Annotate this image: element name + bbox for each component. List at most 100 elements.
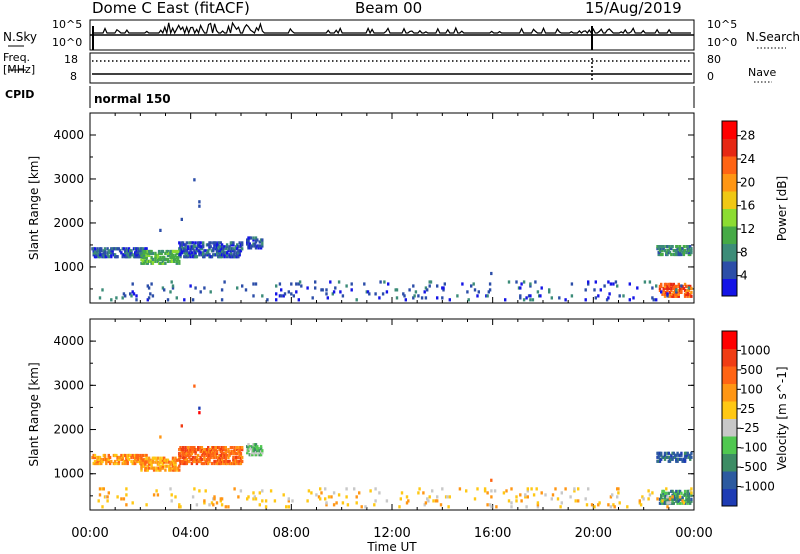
- data-cell: [227, 448, 230, 452]
- data-cell: [137, 255, 141, 259]
- data-cell: [140, 261, 143, 265]
- data-cell: [180, 247, 183, 251]
- data-cell: [181, 446, 185, 450]
- data-cell: [161, 286, 165, 290]
- data-cell: [273, 499, 277, 503]
- data-cell: [200, 247, 204, 251]
- data-cell: [173, 460, 176, 464]
- data-cell: [341, 294, 345, 298]
- data-cell: [115, 255, 118, 259]
- data-cell: [239, 448, 243, 452]
- data-cell: [219, 453, 222, 458]
- data-cell: [682, 245, 686, 249]
- data-cell: [151, 458, 155, 462]
- data-cell: [332, 491, 336, 495]
- freq-left-tick-low: 8: [70, 70, 77, 83]
- noise-left-tick-high: 10^5: [52, 18, 83, 31]
- data-cell: [483, 487, 487, 491]
- data-cell: [254, 238, 258, 242]
- data-cell: [676, 290, 679, 294]
- data-cell: [98, 253, 102, 257]
- data-cell: [174, 249, 177, 254]
- data-cell: [159, 255, 162, 259]
- data-cell: [540, 286, 543, 290]
- data-cell: [689, 284, 692, 288]
- data-cell: [670, 245, 673, 249]
- data-cell: [180, 459, 183, 464]
- data-cell: [115, 453, 118, 458]
- y-tick-label: 4000: [53, 128, 84, 142]
- data-cell: [181, 461, 185, 466]
- data-cell: [663, 457, 667, 461]
- data-cell: [181, 453, 185, 458]
- data-cell: [448, 298, 451, 302]
- data-cell: [488, 288, 492, 292]
- data-cell: [587, 282, 590, 286]
- data-cell: [220, 453, 224, 458]
- data-cell: [232, 241, 235, 245]
- data-cell: [194, 245, 197, 249]
- data-cell: [672, 451, 675, 455]
- data-cell: [662, 245, 665, 249]
- data-cell: [183, 243, 186, 247]
- data-cell: [170, 259, 173, 263]
- data-cell: [259, 447, 263, 451]
- data-cell: [258, 453, 261, 457]
- data-cell: [668, 497, 672, 501]
- data-cell: [136, 453, 139, 458]
- data-cell: [287, 497, 290, 501]
- data-cell: [678, 286, 682, 290]
- data-cell: [681, 499, 684, 503]
- colorbar-tick-label: -1000: [740, 480, 775, 494]
- data-cell: [146, 468, 149, 472]
- data-cell: [113, 459, 117, 464]
- data-cell: [194, 450, 197, 454]
- data-cell: [183, 247, 186, 251]
- data-cell: [564, 487, 567, 491]
- data-cell: [97, 461, 100, 466]
- data-cell: [444, 495, 448, 499]
- data-cell: [121, 255, 124, 259]
- data-cell: [174, 466, 177, 470]
- data-cell: [254, 453, 258, 457]
- data-cell: [169, 462, 172, 466]
- data-cell: [258, 503, 261, 507]
- data-cell: [603, 284, 606, 288]
- data-cell: [252, 449, 255, 453]
- data-cell: [116, 457, 119, 462]
- data-cell: [427, 499, 430, 503]
- data-cell: [116, 461, 119, 466]
- data-cell: [210, 255, 214, 259]
- data-cell: [677, 294, 680, 298]
- data-cell: [193, 243, 196, 247]
- data-cell: [680, 249, 683, 253]
- data-cell: [223, 446, 226, 450]
- data-cell: [173, 257, 176, 261]
- data-cell: [315, 493, 318, 497]
- data-cell: [675, 495, 678, 499]
- data-cell: [92, 461, 95, 466]
- data-cell: [224, 461, 227, 466]
- data-cell: [198, 249, 201, 253]
- data-cell: [658, 459, 662, 463]
- data-cell: [639, 503, 643, 507]
- data-cell: [152, 456, 156, 460]
- data-cell: [439, 503, 443, 507]
- data-cell: [683, 491, 687, 495]
- data-cell: [517, 286, 521, 290]
- data-cell: [652, 298, 655, 302]
- data-cell: [254, 445, 258, 449]
- data-cell: [207, 450, 210, 454]
- data-cell: [656, 497, 659, 501]
- data-cell: [107, 491, 110, 495]
- data-cell: [685, 455, 688, 459]
- data-cell: [111, 247, 114, 251]
- data-cell: [278, 294, 282, 298]
- data-cell: [161, 255, 165, 259]
- data-cell: [208, 503, 211, 507]
- data-cell: [670, 252, 673, 257]
- data-cell: [195, 249, 199, 253]
- data-cell: [110, 247, 113, 251]
- data-cell: [641, 495, 644, 499]
- data-cell: [183, 452, 186, 456]
